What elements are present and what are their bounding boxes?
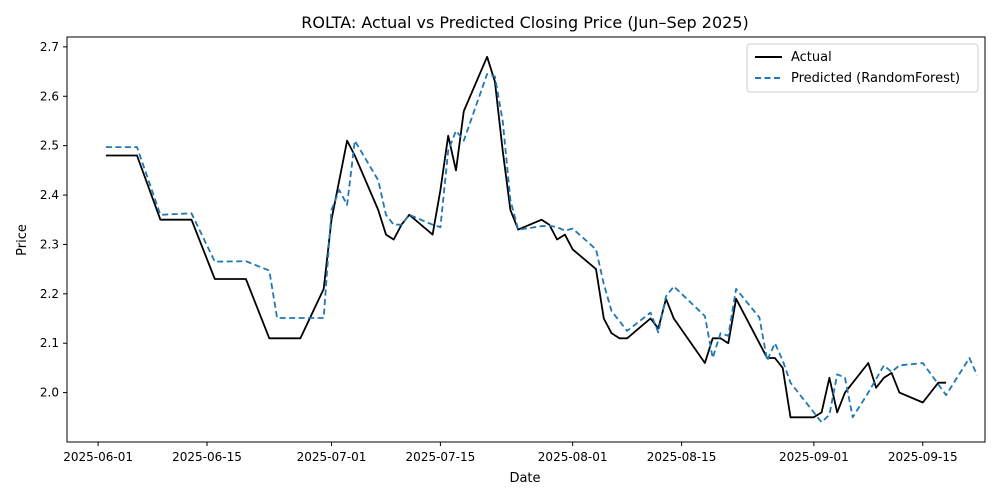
x-axis: 2025-06-01 2025-06-15 2025-07-01 2025-07-15… xyxy=(63,442,958,464)
chart-title: ROLTA: Actual vs Predicted Closing Price… xyxy=(301,13,749,32)
y-tick-label: 2.1 xyxy=(40,336,59,350)
y-tick-label: 2.0 xyxy=(40,386,59,400)
y-axis: 2.0 2.1 2.2 2.3 2.4 2.5 2.6 2.7 xyxy=(40,40,67,400)
x-tick-label: 2025-07-15 xyxy=(406,450,476,464)
x-tick-label: 2025-07-01 xyxy=(297,450,367,464)
series-layer xyxy=(105,55,979,424)
legend-predicted-label: Predicted (RandomForest) xyxy=(791,71,960,86)
y-tick-label: 2.3 xyxy=(40,237,59,251)
y-tick-label: 2.5 xyxy=(40,139,59,153)
x-tick-label: 2025-08-01 xyxy=(538,450,608,464)
axes-frame xyxy=(66,36,986,443)
actual-series-line xyxy=(105,55,947,419)
x-tick-label: 2025-08-15 xyxy=(647,450,717,464)
y-tick-label: 2.6 xyxy=(40,89,59,103)
y-tick-label: 2.7 xyxy=(40,40,59,54)
x-tick-label: 2025-06-01 xyxy=(63,450,133,464)
legend: Actual Predicted (RandomForest) xyxy=(746,43,979,93)
y-tick-label: 2.4 xyxy=(40,188,59,202)
predicted-series-line xyxy=(105,73,979,424)
y-tick-label: 2.2 xyxy=(40,287,59,301)
x-tick-label: 2025-09-15 xyxy=(888,450,958,464)
y-axis-title: Price xyxy=(15,224,30,256)
legend-frame xyxy=(746,43,979,93)
x-tick-label: 2025-09-01 xyxy=(779,450,849,464)
x-axis-title: Date xyxy=(509,471,540,486)
x-tick-label: 2025-06-15 xyxy=(172,450,242,464)
legend-actual-label: Actual xyxy=(791,50,832,65)
